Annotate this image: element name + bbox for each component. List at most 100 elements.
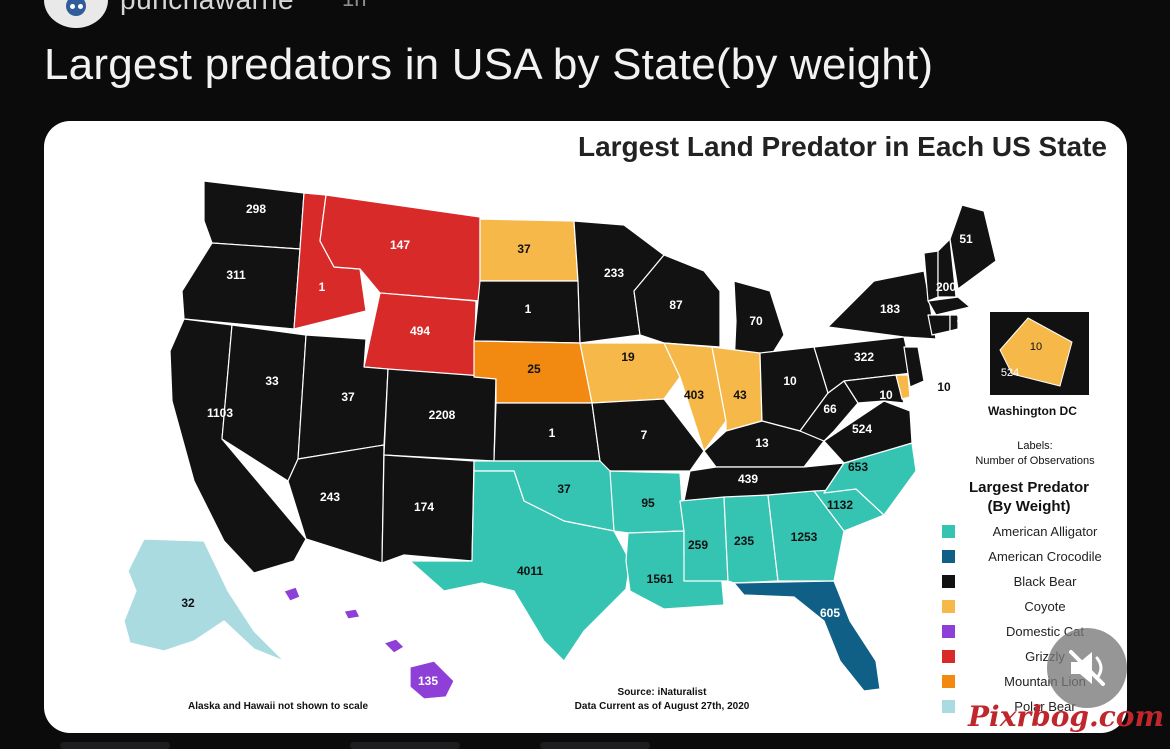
state-label-WA: 298	[246, 202, 266, 216]
bottom-action-bar	[60, 742, 760, 749]
state-label-ND: 37	[517, 242, 531, 256]
state-AK	[123, 538, 285, 662]
state-label-ID: 1	[319, 280, 326, 294]
mute-button[interactable]	[1047, 628, 1127, 708]
state-value-labels: 2983111103331147494372432208174371251374…	[181, 202, 1000, 688]
state-FL	[733, 580, 881, 692]
legend-swatch	[942, 525, 955, 538]
state-ME	[949, 204, 997, 290]
legend-title: Largest Predator (By Weight)	[954, 478, 1104, 516]
state-label-FL: 605	[820, 606, 840, 620]
state-label-NV: 33	[265, 374, 279, 388]
action-pill[interactable]	[540, 742, 650, 749]
legend-swatch	[942, 650, 955, 663]
state-HI-oahu	[343, 608, 361, 620]
state-label-NE: 25	[527, 362, 541, 376]
state-label-NY: 183	[880, 302, 900, 316]
state-label-CO: 2208	[429, 408, 456, 422]
state-KS	[493, 402, 601, 462]
state-MS	[679, 496, 729, 582]
state-label-MA: 139	[980, 286, 1000, 300]
legend-swatch	[942, 675, 955, 688]
state-label-RI: 3	[957, 312, 964, 326]
state-label-AK: 32	[181, 596, 195, 610]
state-label-OR: 311	[226, 268, 246, 282]
avatar-figure	[66, 0, 86, 16]
state-label-UT: 37	[341, 390, 355, 404]
state-label-MI: 70	[749, 314, 763, 328]
state-label-DE: 10	[937, 380, 951, 394]
state-label-ME: 51	[959, 232, 973, 246]
state-label-SC: 1132	[827, 498, 853, 512]
state-label-TN: 439	[738, 472, 758, 486]
source-line2: Data Current as of August 27th, 2020	[574, 701, 750, 712]
post-title: Largest predators in USA by State(by wei…	[44, 40, 934, 89]
state-label-AL: 235	[734, 534, 754, 548]
legend-label: Polar Bear	[1014, 699, 1076, 714]
state-label-IL: 403	[684, 388, 704, 402]
state-label-OH: 10	[783, 374, 797, 388]
legend-title-line2: (By Weight)	[987, 498, 1071, 515]
state-label-MS: 259	[688, 538, 708, 552]
state-label-LA: 1561	[647, 572, 674, 586]
state-HI-kauai	[283, 586, 301, 602]
state-IL	[663, 342, 727, 452]
state-label-NM: 174	[414, 500, 434, 514]
post-header: punchawarrie 1h	[0, 0, 1170, 30]
state-GA	[767, 490, 845, 582]
state-label-TX: 4011	[517, 564, 543, 578]
username[interactable]: punchawarrie	[120, 0, 294, 16]
map-title: Largest Land Predator in Each US State	[577, 131, 1107, 162]
state-HI-maui	[383, 638, 405, 654]
dc-caption: Washington DC	[988, 404, 1077, 418]
action-pill[interactable]	[60, 742, 170, 749]
state-label-DC: 56	[921, 404, 935, 418]
map-image-card[interactable]: 298 311 1103 33 1 147 494 37 243 2208 174 37 1 25 1 37 4…	[44, 121, 1127, 733]
dc-coyote-area	[999, 317, 1073, 387]
state-NM	[381, 454, 475, 564]
state-label-IA: 19	[621, 350, 635, 364]
state-label-AZ: 243	[320, 490, 340, 504]
state-label-WY: 494	[410, 324, 430, 338]
state-OR	[181, 242, 301, 330]
legend-swatch	[942, 575, 955, 588]
watermark: Pixrbog.com	[968, 700, 1165, 733]
state-label-WI: 87	[669, 298, 683, 312]
scale-note: Alaska and Hawaii not shown to scale	[188, 701, 369, 712]
state-label-NJ: 147	[936, 360, 956, 374]
avatar-eye	[70, 4, 75, 9]
labels-note-line1: Labels:	[1017, 440, 1053, 452]
state-label-CT: 365	[960, 336, 980, 350]
state-DE	[895, 374, 911, 400]
state-label-WV: 66	[823, 402, 837, 416]
state-IA	[579, 342, 681, 404]
state-label-MO: 7	[641, 428, 648, 442]
state-MD	[843, 374, 905, 404]
legend-swatch	[942, 625, 955, 638]
state-label-HI: 135	[418, 674, 438, 688]
state-label-GA: 1253	[791, 530, 818, 544]
state-label-IN: 43	[733, 388, 747, 402]
state-MA	[927, 296, 971, 316]
action-pill[interactable]	[350, 742, 460, 749]
state-WI	[633, 254, 721, 348]
dc-value-blackbear: 524	[1001, 367, 1019, 379]
state-RI	[949, 314, 959, 332]
legend-swatch	[942, 600, 955, 613]
state-label-MT: 147	[390, 238, 410, 252]
state-NJ	[903, 346, 925, 388]
state-label-PA: 322	[854, 350, 874, 364]
legend-swatch	[942, 550, 955, 563]
legend-title-line1: Largest Predator	[968, 479, 1090, 496]
state-label-MN: 233	[604, 266, 624, 280]
avatar-eye	[78, 4, 83, 9]
source-note: Source: iNaturalist Data Current as of A…	[559, 686, 765, 714]
state-VA	[823, 400, 913, 464]
legend-label: Black Bear	[1013, 574, 1077, 589]
user-avatar[interactable]	[44, 0, 108, 28]
us-map: 2983111103331147494372432208174371251374…	[123, 180, 1000, 700]
state-label-KS: 1	[549, 426, 556, 440]
labels-note: Labels: Number of Observations	[967, 439, 1103, 469]
state-label-VT: 561	[898, 236, 918, 250]
state-AZ	[287, 444, 385, 564]
